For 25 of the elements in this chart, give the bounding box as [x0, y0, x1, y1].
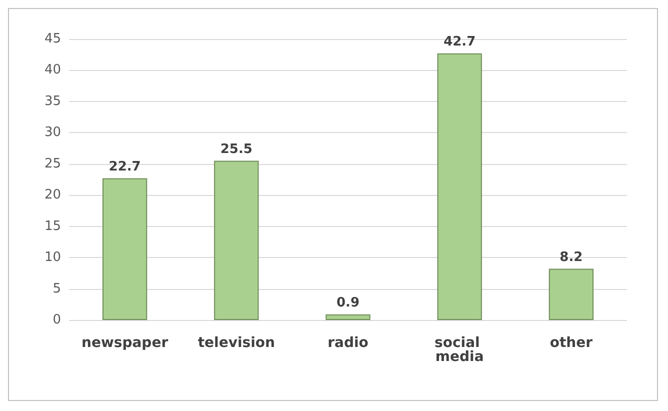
bar [102, 178, 148, 320]
bar [214, 160, 259, 320]
y-tick-label: 35 [44, 94, 61, 109]
data-label: 25.5 [220, 142, 252, 157]
x-tick-label: social media [434, 335, 485, 365]
bar [326, 314, 370, 320]
y-tick-label: 15 [44, 218, 61, 234]
y-tick-label: 5 [52, 281, 61, 296]
data-label: 0.9 [336, 295, 360, 310]
y-tick-label: 40 [44, 62, 61, 78]
x-tick-label: other [550, 335, 593, 351]
y-tick-label: 0 [52, 312, 61, 328]
data-label: 42.7 [444, 34, 476, 50]
y-tick-label: 25 [44, 156, 61, 172]
bar [548, 268, 594, 320]
y-tick-label: 45 [44, 32, 61, 46]
y-tick-label: 30 [44, 125, 61, 140]
y-tick-label: 20 [44, 188, 61, 203]
x-tick-label: television [198, 335, 275, 351]
data-label: 8.2 [560, 250, 583, 265]
y-tick-label: 10 [44, 250, 61, 266]
x-tick-label: radio [328, 335, 369, 351]
data-label: 22.7 [108, 159, 141, 174]
bar [437, 53, 482, 320]
x-tick-label: newspaper [81, 335, 168, 351]
